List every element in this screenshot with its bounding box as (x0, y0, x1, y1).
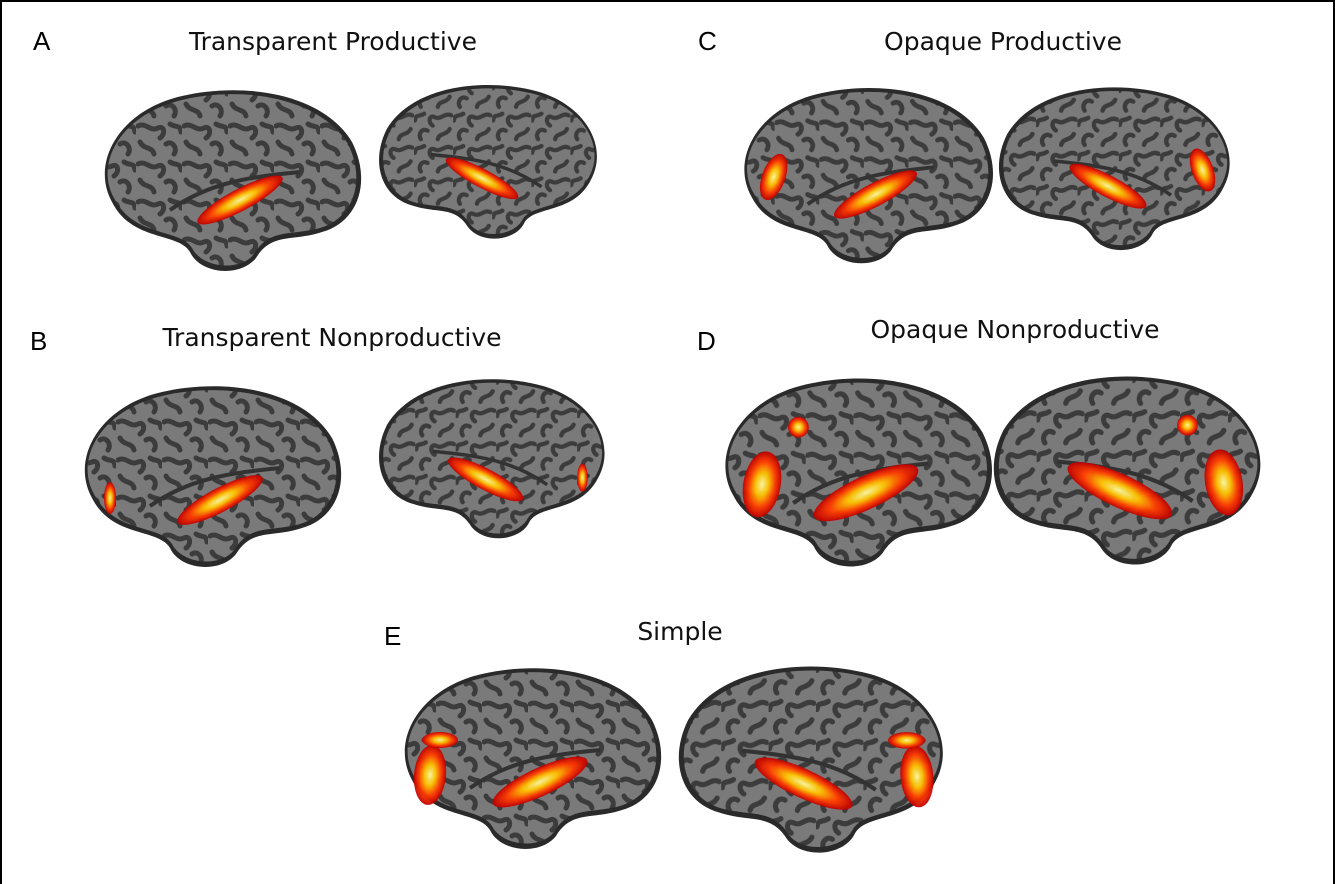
panel-letter: A (33, 26, 51, 56)
activation (1067, 462, 1173, 520)
cortex (377, 83, 599, 241)
brain-left (82, 384, 344, 569)
panel-title: Simple (637, 617, 722, 646)
panel-letter: D (697, 326, 716, 356)
panel-title: Transparent Nonproductive (161, 323, 501, 352)
activation (1177, 414, 1198, 436)
activation (742, 451, 782, 518)
panel-letter: E (384, 621, 401, 651)
activation (888, 732, 926, 749)
activation (813, 464, 919, 522)
activation (447, 457, 524, 502)
activation (413, 745, 447, 805)
brain-right (997, 85, 1232, 252)
brain-left (102, 88, 364, 273)
activation (1069, 163, 1147, 209)
panel-title: Opaque Productive (884, 27, 1122, 56)
activation (577, 463, 588, 492)
activation (1204, 449, 1244, 516)
activation (834, 170, 917, 219)
cortex (102, 88, 364, 273)
brain-right (377, 377, 607, 541)
activation (445, 157, 519, 200)
panel-title: Opaque Nonproductive (870, 315, 1159, 344)
cortex (82, 384, 344, 569)
activation (1189, 148, 1216, 192)
brain-left (742, 86, 995, 266)
activation (197, 175, 283, 225)
panel-letter: C (698, 26, 717, 56)
activation (104, 482, 116, 514)
activation (788, 416, 809, 438)
brain-left (402, 666, 664, 851)
activation (422, 732, 458, 748)
activation (759, 153, 788, 201)
panel-letter: B (30, 326, 47, 356)
brain-right (679, 666, 943, 852)
brain-right (377, 83, 599, 241)
activation (900, 745, 934, 808)
cortex (377, 377, 607, 541)
brain-left (725, 379, 992, 567)
activation (492, 756, 588, 808)
panel-title: Transparent Productive (188, 27, 477, 56)
brain-right (994, 377, 1261, 565)
activation (754, 757, 853, 810)
activation (177, 475, 263, 525)
